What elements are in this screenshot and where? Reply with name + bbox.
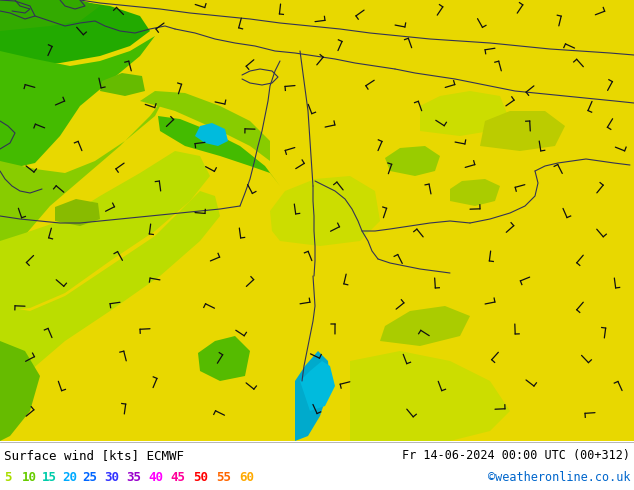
- Polygon shape: [198, 336, 250, 381]
- Polygon shape: [0, 341, 40, 441]
- Polygon shape: [100, 73, 145, 96]
- Polygon shape: [0, 96, 165, 251]
- Polygon shape: [158, 116, 280, 186]
- Polygon shape: [270, 176, 380, 246]
- Polygon shape: [350, 351, 510, 441]
- Polygon shape: [0, 0, 150, 66]
- Polygon shape: [0, 0, 634, 441]
- Text: 10: 10: [22, 470, 37, 484]
- Text: 15: 15: [42, 470, 57, 484]
- Text: 25: 25: [82, 470, 97, 484]
- Text: 55: 55: [216, 470, 231, 484]
- Polygon shape: [450, 179, 500, 206]
- Text: Fr 14-06-2024 00:00 UTC (00+312): Fr 14-06-2024 00:00 UTC (00+312): [402, 449, 630, 462]
- Text: 20: 20: [62, 470, 77, 484]
- Text: 45: 45: [170, 470, 185, 484]
- Polygon shape: [480, 111, 565, 151]
- Polygon shape: [300, 361, 335, 411]
- Text: ©weatheronline.co.uk: ©weatheronline.co.uk: [488, 470, 630, 484]
- Polygon shape: [0, 151, 210, 311]
- Polygon shape: [420, 91, 510, 136]
- Text: 30: 30: [104, 470, 119, 484]
- Polygon shape: [0, 0, 100, 31]
- Text: 5: 5: [4, 470, 11, 484]
- Polygon shape: [55, 199, 100, 226]
- Text: Surface wind [kts] ECMWF: Surface wind [kts] ECMWF: [4, 449, 184, 462]
- Text: 50: 50: [193, 470, 208, 484]
- Polygon shape: [0, 36, 155, 171]
- Polygon shape: [0, 191, 220, 441]
- Text: 35: 35: [126, 470, 141, 484]
- Text: 40: 40: [148, 470, 163, 484]
- Polygon shape: [385, 146, 440, 176]
- Polygon shape: [295, 351, 330, 441]
- Polygon shape: [380, 306, 470, 346]
- Text: 60: 60: [239, 470, 254, 484]
- Polygon shape: [195, 123, 228, 146]
- Polygon shape: [140, 91, 270, 161]
